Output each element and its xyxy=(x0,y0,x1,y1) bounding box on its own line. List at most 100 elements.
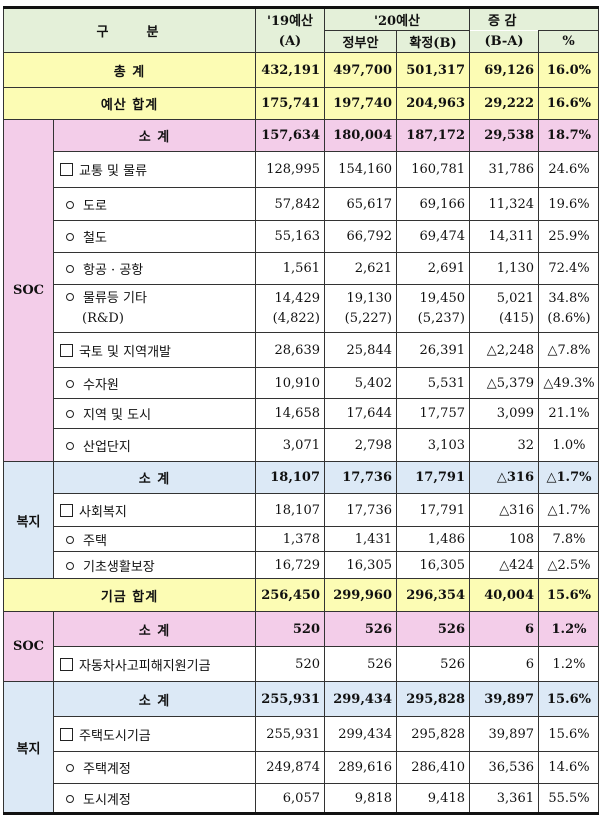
item-label-text: 물류등 기타 xyxy=(83,290,147,306)
value-pct: 72.4% xyxy=(537,252,600,285)
value-diff: 69,126 xyxy=(469,52,539,88)
value-19-budget: 16,729 xyxy=(255,551,325,579)
value-20-gov: 497,700 xyxy=(324,52,397,88)
item-label: 수자원 xyxy=(53,367,256,399)
value-20-final: 286,410 xyxy=(396,751,470,784)
value-diff-rnd: (415) xyxy=(499,310,534,326)
item-label-text: 수자원 xyxy=(83,377,119,393)
value-20-final: 69,474 xyxy=(396,220,470,253)
value-pct: 1.0% xyxy=(537,428,600,462)
item-label: 도시계정 xyxy=(53,783,256,814)
value-diff: 14,311 xyxy=(469,220,539,253)
table-row: 도시계정 6,057 9,818 9,418 3,361 55.5% xyxy=(4,783,600,814)
value-pct: 19.6% xyxy=(537,187,600,221)
value-20-final: 296,354 xyxy=(396,578,470,612)
value-20-gov: 16,305 xyxy=(324,551,397,579)
circle-bullet-icon xyxy=(66,410,74,418)
value-diff: 29,538 xyxy=(469,119,539,152)
table-row: 기초생활보장 16,729 16,305 16,305 △424 △2.5% xyxy=(4,551,600,579)
group-label: SOC xyxy=(3,119,54,462)
value-pct: 14.6% xyxy=(537,751,600,784)
value-20-gov: 66,792 xyxy=(324,220,397,253)
table-row: 지역 및 도시 14,658 17,644 17,757 3,099 21.1% xyxy=(4,398,600,429)
circle-bullet-icon xyxy=(66,441,74,450)
value-20-gov: 1,431 xyxy=(324,526,397,552)
value-pct-rnd: (8.6%) xyxy=(547,310,591,326)
value-20-final: 160,781 xyxy=(396,151,470,188)
table-row: 주택 1,378 1,431 1,486 108 7.8% xyxy=(4,526,600,552)
item-label-text: 자동차사고피해지원기금 xyxy=(79,658,211,674)
value-20-gov: 65,617 xyxy=(324,187,397,221)
header-b-a: (B-A) xyxy=(469,30,539,53)
value-20-gov: 299,434 xyxy=(324,681,397,717)
value-diff: 3,361 xyxy=(469,783,539,814)
value-20-final: 3,103 xyxy=(396,428,470,462)
value-pct: △49.3% xyxy=(537,367,600,399)
header-pct: % xyxy=(537,30,600,53)
circle-bullet-icon xyxy=(66,561,74,570)
circle-bullet-icon xyxy=(66,764,74,772)
table-row: 교통 및 물류 128,995 154,160 160,781 31,786 24.6% xyxy=(4,151,600,188)
circle-bullet-icon xyxy=(66,292,74,301)
square-bullet-icon xyxy=(60,503,73,517)
table-row: 기금 합계 256,450 299,960 296,354 40,004 15.6% xyxy=(3,578,600,612)
value-pct: 15.6% xyxy=(537,578,600,612)
value-19-budget: 128,995 xyxy=(255,151,325,188)
value-diff: 11,324 xyxy=(469,187,539,221)
value-19-budget: 28,639 xyxy=(255,332,325,368)
value-19-budget: 1,378 xyxy=(255,526,325,552)
value-20-final: 17,791 xyxy=(396,493,470,527)
value-diff: 3,099 xyxy=(469,398,539,429)
value-20-gov: 2,798 xyxy=(324,428,397,462)
total-label: 예산 합계 xyxy=(3,87,256,120)
value-20-gov: 154,160 xyxy=(324,151,397,188)
value-19-budget: 18,107 xyxy=(255,493,325,527)
value-20-gov: 19,130 (5,227) xyxy=(324,284,397,333)
value-diff: 32 xyxy=(469,428,539,462)
item-label: 주택도시기금 xyxy=(53,716,256,752)
value-diff: △316 xyxy=(469,493,539,527)
value-20-final: 26,391 xyxy=(396,332,470,368)
value-20-final: 16,305 xyxy=(396,551,470,579)
item-label-text: 항공 · 공항 xyxy=(83,263,144,278)
value-20-final: 19,450 (5,237) xyxy=(396,284,470,333)
value-20-gov: 526 xyxy=(324,611,397,647)
value-20-final: 526 xyxy=(396,611,470,647)
value-19-budget: 14,658 xyxy=(255,398,325,429)
circle-bullet-icon xyxy=(66,379,74,388)
value-20-final: 187,172 xyxy=(396,119,470,152)
value-20-final: 2,691 xyxy=(396,252,470,285)
table-body: 총 계 432,191 497,700 501,317 69,126 16.0% 예산 합계… xyxy=(3,52,600,814)
header-19-budget: '19예산 xyxy=(255,7,325,31)
value-20-gov: 526 xyxy=(324,646,397,682)
value-20-final: 295,828 xyxy=(396,681,470,717)
value-diff: △316 xyxy=(469,461,539,494)
value-20-gov: 2,621 xyxy=(324,252,397,285)
item-label-text: 철도 xyxy=(83,231,107,246)
circle-bullet-icon xyxy=(66,265,74,273)
item-sublabel: (R&D) xyxy=(82,310,124,326)
value-diff: 39,897 xyxy=(469,716,539,752)
table-row: 복지 소 계 255,931 299,434 295,828 39,897 15.6% xyxy=(3,681,600,814)
value-19-budget: 3,071 xyxy=(255,428,325,462)
group-label: 복지 xyxy=(3,681,54,814)
value-19-budget: 255,931 xyxy=(255,681,325,717)
table-row: 주택도시기금 255,931 299,434 295,828 39,897 15.6% xyxy=(4,716,600,752)
value-diff-main: 5,021 xyxy=(496,290,534,306)
table-row: 자동차사고피해지원기금 520 526 526 6 1.2% xyxy=(4,646,600,682)
header-20-budget: '20예산 xyxy=(324,7,470,31)
value-19-budget: 255,931 xyxy=(255,716,325,752)
table-row: SOC 소 계 157,634 180,004 187,172 29,538 18.7% xyxy=(3,119,600,462)
circle-bullet-icon xyxy=(66,200,74,209)
item-label: 기초생활보장 xyxy=(53,551,256,579)
value-pct: 16.0% xyxy=(537,52,600,88)
value-19-budget-main: 14,429 xyxy=(274,290,321,306)
value-diff: 6 xyxy=(469,611,539,647)
circle-bullet-icon xyxy=(66,233,74,241)
value-pct: 1.2% xyxy=(537,646,600,682)
value-diff: 39,897 xyxy=(469,681,539,717)
table-row: 총 계 432,191 497,700 501,317 69,126 16.0% xyxy=(3,52,600,88)
value-20-gov-main: 19,130 xyxy=(346,290,393,306)
value-pct: △1.7% xyxy=(537,461,600,494)
value-20-final: 69,166 xyxy=(396,187,470,221)
